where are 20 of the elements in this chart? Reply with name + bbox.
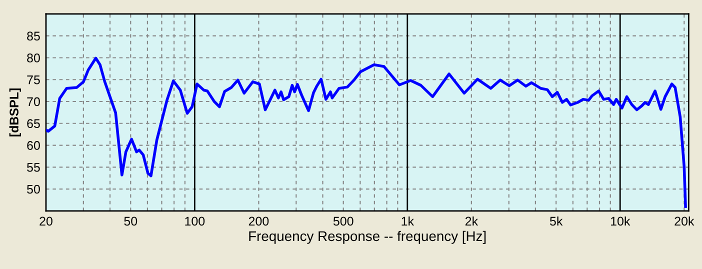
y-tick-label: 55 bbox=[27, 163, 40, 172]
y-tick-label: 50 bbox=[27, 184, 40, 194]
x-tick-label: 20 bbox=[40, 216, 52, 226]
x-tick-label: 100 bbox=[185, 216, 205, 226]
x-tick-label: 20k bbox=[674, 216, 694, 226]
x-axis-title: Frequency Response -- frequency [Hz] bbox=[249, 230, 486, 244]
x-tick-label: 200 bbox=[248, 216, 269, 226]
x-tick-label: 50 bbox=[124, 216, 138, 226]
y-axis-title: [dBSPL] bbox=[9, 88, 21, 136]
y-tick-label: 75 bbox=[27, 76, 40, 84]
x-tick-label: 2k bbox=[465, 216, 478, 226]
y-tick-label: 70 bbox=[27, 97, 40, 106]
y-tick-label: 65 bbox=[27, 119, 40, 128]
y-tick-label: 60 bbox=[27, 141, 40, 150]
x-tick-label: 500 bbox=[333, 216, 354, 226]
x-tick-label: 5k bbox=[550, 216, 563, 226]
x-tick-label: 10k bbox=[610, 216, 630, 226]
y-tick-label: 85 bbox=[27, 32, 40, 41]
x-tick-label: 1k bbox=[402, 216, 414, 226]
y-tick-label: 80 bbox=[27, 54, 40, 62]
